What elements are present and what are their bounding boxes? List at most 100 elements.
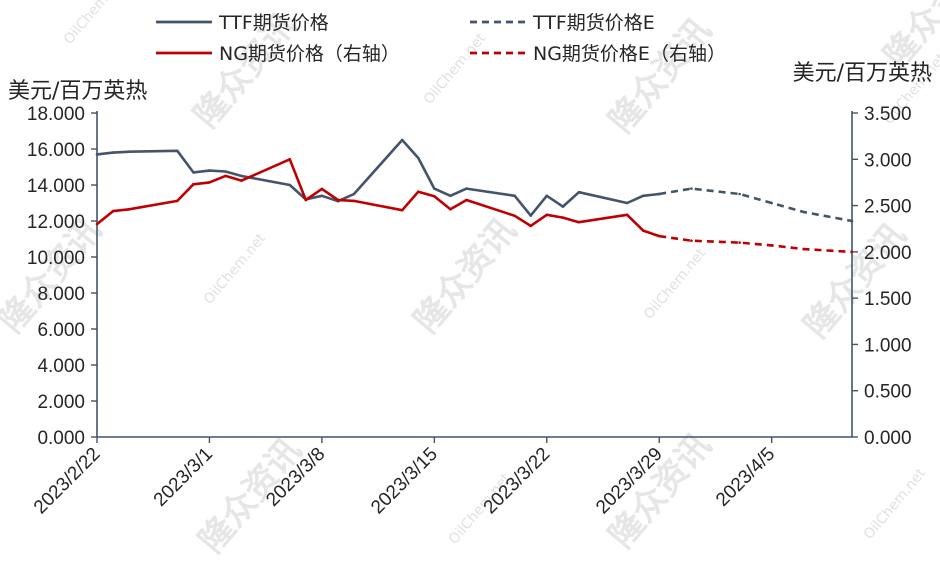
data-point-series-3 [240, 179, 243, 182]
series-line-1 [96, 138, 660, 217]
data-point-series-1 [176, 149, 179, 153]
right-axis-tick-label: 2.500 [864, 197, 912, 218]
data-point-series-4 [690, 239, 693, 242]
legend-label-4: NG期货价格E（右轴） [533, 43, 726, 65]
watermark-site: OilChem.net [421, 30, 490, 107]
left-axis-tick-label: 6.000 [37, 320, 85, 341]
right-axis-tick-label: 1.000 [864, 335, 912, 356]
data-point-series-4 [657, 234, 661, 238]
data-point-series-1 [95, 153, 99, 156]
watermark-site: OilChem.net [61, 0, 130, 48]
data-point-series-3 [577, 220, 581, 224]
x-axis-tick-label: 2023/4/5 [712, 444, 779, 511]
data-point-series-1 [208, 169, 211, 172]
x-axis-tick-label: 2023/3/22 [480, 444, 555, 519]
data-point-series-1 [240, 174, 243, 178]
watermark-site: OilChem.net [641, 245, 710, 322]
series-line-2 [658, 187, 853, 223]
left-axis-tick-label: 12.000 [27, 212, 85, 233]
legend-label-1: TTF期货价格 [218, 12, 329, 34]
data-point-series-1 [545, 194, 549, 198]
watermark-brand: 隆众资讯 [796, 216, 914, 346]
data-point-series-2 [770, 201, 773, 205]
watermark-site: OilChem.net [201, 230, 270, 307]
left-axis-unit-label: 美元/百万英热 [8, 79, 147, 104]
left-axis-tick-label: 8.000 [37, 284, 85, 305]
data-point-series-3 [417, 190, 420, 193]
data-point-series-3 [641, 229, 645, 232]
right-axis-tick-label: 1.500 [864, 289, 912, 310]
data-point-series-1 [449, 194, 452, 198]
data-point-series-1 [561, 205, 565, 208]
data-point-series-1 [417, 156, 420, 160]
x-axis-tick-label: 2023/3/15 [367, 444, 442, 519]
right-axis-tick-label: 3.500 [864, 104, 912, 125]
data-point-series-1 [288, 183, 292, 187]
data-point-series-3 [111, 209, 115, 213]
data-point-series-1 [641, 194, 645, 198]
data-point-series-3 [352, 199, 356, 203]
data-point-series-3 [449, 208, 452, 211]
data-point-series-4 [850, 250, 854, 254]
data-point-series-3 [304, 198, 308, 202]
data-point-series-1 [320, 194, 324, 198]
data-point-series-3 [513, 214, 516, 218]
left-axis-tick-label: 16.000 [27, 140, 85, 161]
data-point-series-3 [192, 183, 195, 186]
data-point-series-1 [127, 150, 131, 153]
data-point-series-1 [433, 187, 436, 190]
left-axis-tick-label: 10.000 [27, 248, 85, 269]
data-point-series-3 [320, 187, 324, 191]
data-point-series-1 [400, 138, 404, 142]
data-point-series-2 [690, 187, 693, 190]
data-point-series-3 [561, 216, 565, 219]
data-point-series-4 [802, 247, 806, 251]
data-point-series-3 [176, 199, 179, 203]
data-point-series-3 [224, 174, 227, 178]
axes: 0.000 2.000 4.000 6.000 8.000 10.000 12.000 14.… [27, 104, 912, 518]
data-point-series-3 [465, 198, 468, 202]
right-axis-tick-label: 0.000 [864, 428, 912, 449]
x-axis-tick-label: 2023/3/1 [150, 444, 217, 511]
series-layer [95, 138, 854, 254]
watermark-brand: 隆众资讯 [406, 211, 524, 341]
legend-label-3: NG期货价格（右轴） [219, 43, 400, 65]
series-line-4 [659, 234, 853, 254]
data-point-series-2 [738, 192, 741, 196]
right-axis-tick-label: 0.500 [864, 382, 912, 403]
data-point-series-1 [192, 171, 195, 174]
data-point-series-1 [224, 170, 227, 173]
data-point-series-4 [770, 244, 773, 247]
right-axis-tick-label: 2.000 [864, 243, 912, 264]
data-point-series-3 [625, 213, 629, 217]
legend: TTF期货价格 NG期货价格（右轴） TTF期货价格E NG期货价格E（右轴） [156, 12, 726, 65]
data-point-series-2 [657, 192, 661, 196]
x-axis-tick-label: 2023/2/22 [30, 444, 105, 519]
data-point-series-3 [400, 208, 404, 212]
legend-label-2: TTF期货价格E [532, 12, 655, 34]
data-point-series-3 [208, 181, 211, 184]
data-point-series-3 [545, 213, 549, 217]
data-point-series-3 [95, 222, 99, 226]
data-point-series-3 [127, 208, 131, 211]
data-point-series-2 [850, 219, 854, 223]
right-axis-tick-label: 3.000 [864, 150, 912, 171]
data-point-series-4 [738, 241, 741, 244]
data-point-series-1 [465, 187, 468, 190]
data-point-series-1 [577, 190, 581, 194]
data-point-series-3 [433, 195, 436, 198]
data-point-series-1 [111, 151, 115, 154]
data-point-series-1 [625, 201, 629, 205]
data-point-series-3 [529, 224, 532, 228]
right-axis-unit-label: 美元/百万英热 [793, 61, 932, 86]
left-axis-tick-label: 14.000 [27, 176, 85, 197]
left-axis-tick-label: 2.000 [37, 392, 85, 413]
data-point-series-2 [802, 210, 806, 214]
data-point-series-1 [352, 192, 356, 196]
data-point-series-1 [529, 214, 532, 217]
watermark-site: OilChem.net [861, 465, 930, 542]
left-axis-tick-label: 0.000 [37, 428, 85, 449]
left-axis-tick-label: 4.000 [37, 356, 85, 377]
series-line-3 [96, 158, 660, 238]
